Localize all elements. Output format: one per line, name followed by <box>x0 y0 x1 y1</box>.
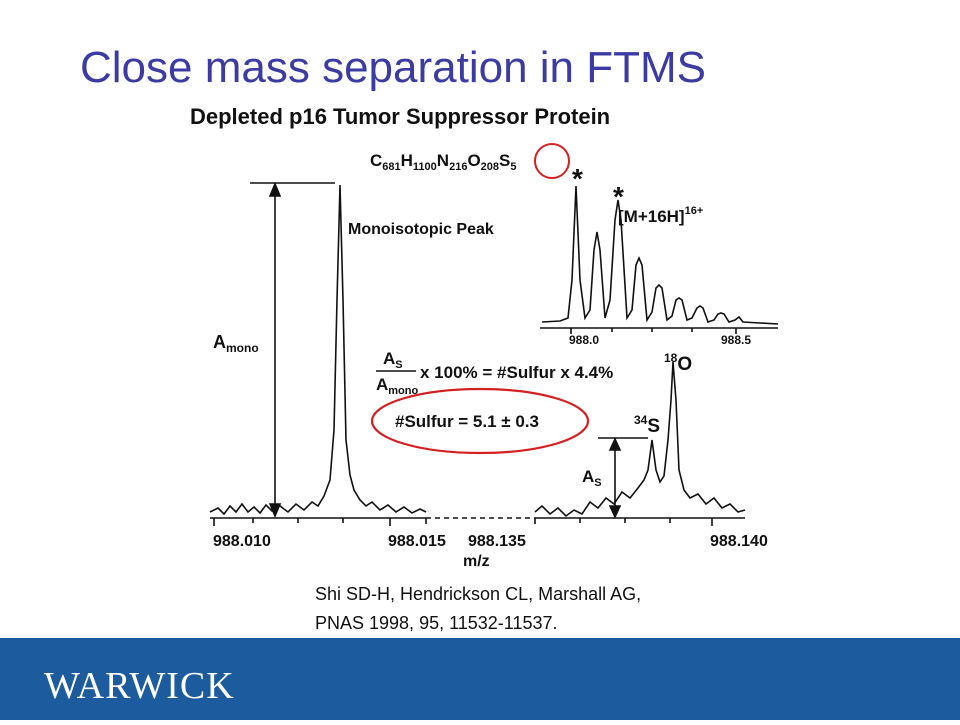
el: O <box>677 354 692 375</box>
sub: mono <box>388 385 418 397</box>
el: O <box>467 151 480 170</box>
formula: C681H1100N216O208S5 <box>370 151 517 173</box>
el: S <box>499 151 510 170</box>
count: 1100 <box>413 161 437 173</box>
a: A <box>383 349 395 368</box>
star: * <box>613 181 624 212</box>
count: 216 <box>449 161 467 173</box>
x-label: 988.140 <box>710 533 768 550</box>
ion: [M+16H] <box>618 207 685 226</box>
count: 5 <box>510 161 516 173</box>
citation: PNAS 1998, 95, 11532-11537. <box>315 613 558 633</box>
citation: Shi SD-H, Hendrickson CL, Marshall AG, <box>315 584 641 604</box>
logo: WARWICK <box>44 665 235 707</box>
inset-label: 988.5 <box>721 333 751 347</box>
count: 681 <box>382 161 400 173</box>
el: C <box>370 151 382 170</box>
sub: mono <box>226 341 259 355</box>
x-axis-title: m/z <box>463 553 490 570</box>
peak-label: Monoisotopic Peak <box>348 221 494 238</box>
inset-label: 988.0 <box>569 333 599 347</box>
x-label: 988.135 <box>468 533 526 550</box>
x-label: 988.010 <box>213 533 271 550</box>
equation: x 100% = #Sulfur x 4.4% <box>420 363 613 382</box>
a: A <box>582 467 594 486</box>
inset-spectrum <box>540 185 779 334</box>
x-label: 988.015 <box>388 533 446 550</box>
fraction-top: AS <box>383 349 403 371</box>
highlight-ellipse <box>370 387 590 455</box>
star: * <box>572 163 583 194</box>
ion-label: [M+16H]16+ <box>618 205 703 226</box>
footer-band <box>0 638 960 720</box>
sub: S <box>395 359 402 371</box>
count: 208 <box>481 161 499 173</box>
sub: S <box>594 477 601 489</box>
a: A <box>213 332 226 352</box>
fraction-bottom: Amono <box>376 375 419 397</box>
a: A <box>376 375 388 394</box>
slide-title: Close mass separation in FTMS <box>80 43 706 92</box>
result: #Sulfur = 5.1 ± 0.3 <box>395 412 539 431</box>
charge: 16+ <box>685 205 704 217</box>
el: H <box>401 151 413 170</box>
sup: 34 <box>634 413 648 427</box>
a-s: AS <box>582 467 602 489</box>
s34-label: 34S <box>634 413 660 437</box>
spectrum <box>209 181 746 526</box>
a-mono: Amono <box>213 332 259 355</box>
x-labels: 988.010 988.015 988.135 988.140 m/z <box>213 533 768 570</box>
highlight-circle <box>534 143 570 179</box>
el: N <box>437 151 449 170</box>
el: S <box>647 416 660 437</box>
sup: 18 <box>664 351 678 365</box>
o18-label: 18O <box>664 351 692 375</box>
figure-title: Depleted p16 Tumor Suppressor Protein <box>190 104 610 129</box>
